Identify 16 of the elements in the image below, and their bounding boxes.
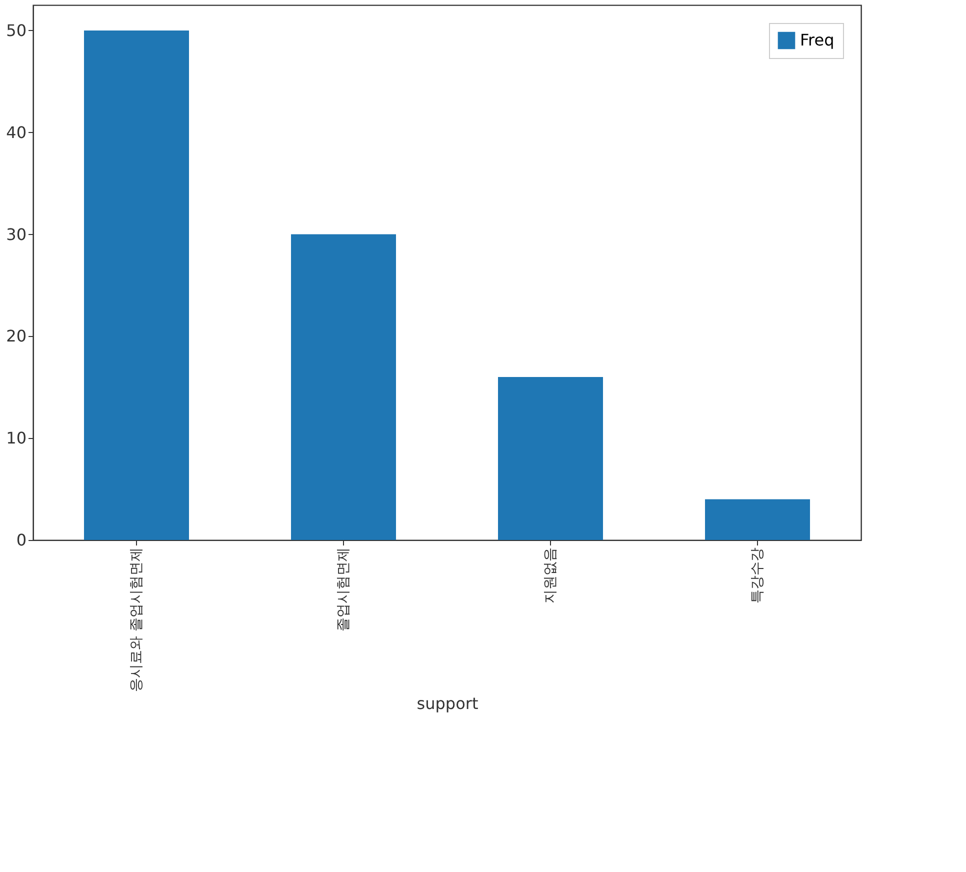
x-tick-label: 졸업시험면제 bbox=[336, 548, 352, 632]
x-axis-title: support bbox=[416, 694, 478, 713]
bar bbox=[705, 499, 810, 540]
x-tick-label: 지원없음 bbox=[542, 548, 558, 604]
bar bbox=[498, 376, 603, 540]
y-tick-label: 50 bbox=[6, 20, 26, 40]
bar bbox=[84, 30, 189, 540]
y-tick-label: 10 bbox=[6, 428, 26, 448]
y-tick-label: 40 bbox=[6, 122, 26, 142]
x-tick-label: 특강수강 bbox=[750, 548, 766, 604]
legend-label: Freq bbox=[800, 30, 834, 50]
y-tick-label: 0 bbox=[16, 530, 26, 550]
x-tick-label: 응시료와 졸업시험면제 bbox=[128, 548, 144, 692]
y-tick-label: 20 bbox=[6, 326, 26, 346]
bar bbox=[291, 234, 396, 540]
y-tick-label: 30 bbox=[6, 224, 26, 244]
